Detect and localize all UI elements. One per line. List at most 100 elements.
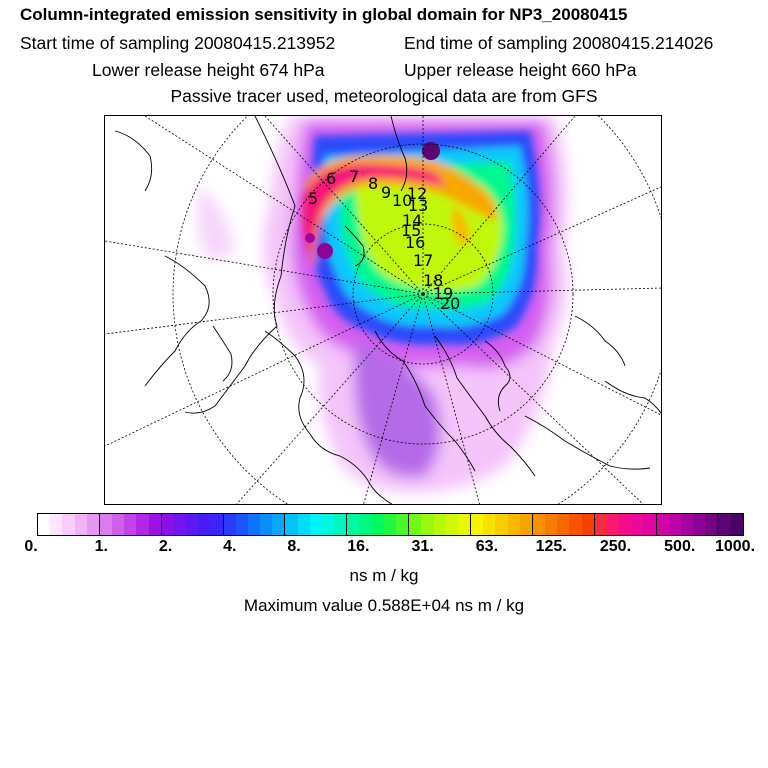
colorbar-segment: [62, 514, 75, 535]
colorbar-segment: [74, 514, 87, 535]
colorbar-segment: [483, 514, 496, 535]
track-label: 15: [401, 221, 421, 240]
colorbar-segment: [718, 514, 731, 535]
colorbar-segment: [631, 514, 644, 535]
colorbar-segment: [693, 514, 706, 535]
colorbar-tick-label: 31.: [411, 538, 434, 555]
colorbar-segment: [445, 514, 458, 535]
track-label: 6: [326, 169, 336, 188]
colorbar-segment: [334, 514, 348, 535]
map-canvas: 5 6 7 8 9 10 12 13 14 15 16 17 18 19 20: [105, 116, 661, 504]
colorbar-tick-label: 63.: [475, 538, 499, 555]
sampling-times: Start time of sampling 20080415.213952 E…: [20, 33, 768, 54]
colorbar-tick-label: 16.: [347, 538, 370, 555]
colorbar-segment: [471, 514, 484, 535]
start-time: Start time of sampling 20080415.213952: [20, 33, 336, 53]
colorbar-segment: [309, 514, 322, 535]
colorbar-tick-label: 1.: [94, 538, 108, 555]
maximum-value: Maximum value 0.588E+04 ns m / kg: [243, 596, 525, 615]
track-label: 14: [402, 211, 422, 230]
colorbar-units: ns m / kg: [349, 566, 419, 585]
colorbar-segment: [272, 514, 286, 535]
track-label: 10: [392, 191, 412, 210]
track-label: 13: [408, 196, 428, 215]
colorbar-segment: [161, 514, 174, 535]
colorbar-segment: [359, 514, 372, 535]
colorbar-tick-label: 250.: [599, 538, 632, 555]
upper-release-height: Upper release height 660 hPa: [404, 60, 637, 80]
colorbar-tick-label: 8.: [287, 538, 301, 555]
colorbar-segment: [680, 514, 694, 535]
colorbar-tick-labels: 0. 1. 2. 4. 8. 16. 31. 63. 125. 250. 500. 1000.: [0, 538, 768, 560]
colorbar-segment: [112, 514, 125, 535]
plume-inner: [302, 131, 540, 345]
colorbar-segment: [99, 514, 113, 535]
colorbar-segment: [235, 514, 248, 535]
track-label: 19: [433, 284, 453, 303]
colorbar-segment: [247, 514, 261, 535]
track-label: 7: [349, 167, 359, 186]
colorbar-segment: [223, 514, 236, 535]
colorbar-segment: [557, 514, 570, 535]
tracer-info: Passive tracer used, meteorological data…: [170, 86, 598, 106]
colorbar-segment: [86, 514, 100, 535]
track-label: 16: [405, 233, 425, 252]
colorbar-segment: [198, 514, 211, 535]
colorbar-segment: [569, 514, 582, 535]
colorbar-segment: [519, 514, 533, 535]
colorbar-tick-label: 1000.: [714, 538, 756, 555]
colorbar-segment: [532, 514, 546, 535]
colorbar-segment: [321, 514, 335, 535]
colorbar-segment: [210, 514, 224, 535]
colorbar-segment: [371, 514, 384, 535]
track-label: 8: [368, 174, 378, 193]
colorbar-segment: [148, 514, 162, 535]
colorbar-segment: [705, 514, 719, 535]
colorbar-segment: [136, 514, 149, 535]
colorbar-segment: [656, 514, 669, 535]
colorbar-tick-label: 500.: [664, 538, 696, 555]
colorbar-segment: [668, 514, 681, 535]
colorbar-segment: [297, 514, 310, 535]
track-label: 12: [407, 184, 427, 203]
colorbar-segment: [594, 514, 607, 535]
colorbar: [37, 513, 744, 536]
trajectory-labels: 5 6 7 8 9 10 12 13 14 15 16 17 18 19 20: [308, 167, 460, 313]
colorbar-segment: [124, 514, 137, 535]
track-label: 17: [413, 251, 433, 270]
colorbar-segment: [619, 514, 632, 535]
lower-release-height: Lower release height 674 hPa: [92, 60, 325, 80]
colorbar-tick-label: 2.: [158, 538, 173, 555]
coastlines: [114, 116, 661, 504]
colorbar-segment: [260, 514, 273, 535]
track-label: 5: [308, 189, 318, 208]
colorbar-segment: [285, 514, 298, 535]
colorbar-segment: [606, 514, 620, 535]
plot-title: Column-integrated emission sensitivity i…: [20, 5, 628, 24]
colorbar-segment: [545, 514, 558, 535]
colorbar-segment: [643, 514, 657, 535]
colorbar-tick-label: 4.: [223, 538, 237, 555]
colorbar-segment: [38, 514, 51, 535]
track-label: 9: [381, 183, 391, 202]
colorbar-segment: [507, 514, 520, 535]
colorbar-segment: [409, 514, 422, 535]
end-time: End time of sampling 20080415.214026: [404, 33, 714, 53]
colorbar-segment: [457, 514, 472, 535]
colorbar-segment: [383, 514, 396, 535]
colorbar-segment: [186, 514, 199, 535]
release-heights: Lower release height 674 hPa Upper relea…: [92, 60, 768, 81]
colorbar-segment: [581, 514, 595, 535]
graticule: [105, 116, 661, 504]
colorbar-segment: [495, 514, 508, 535]
colorbar-segment: [730, 514, 743, 535]
colorbar-segment: [50, 514, 63, 535]
colorbar-segment: [421, 514, 434, 535]
colorbar-segment: [173, 514, 187, 535]
colorbar-tick-label: 125.: [535, 538, 567, 555]
colorbar-segment: [395, 514, 410, 535]
colorbar-tick-label: 0.: [24, 538, 38, 555]
track-label: 18: [423, 271, 443, 290]
track-label: 20: [440, 294, 460, 313]
colorbar-segment: [347, 514, 360, 535]
